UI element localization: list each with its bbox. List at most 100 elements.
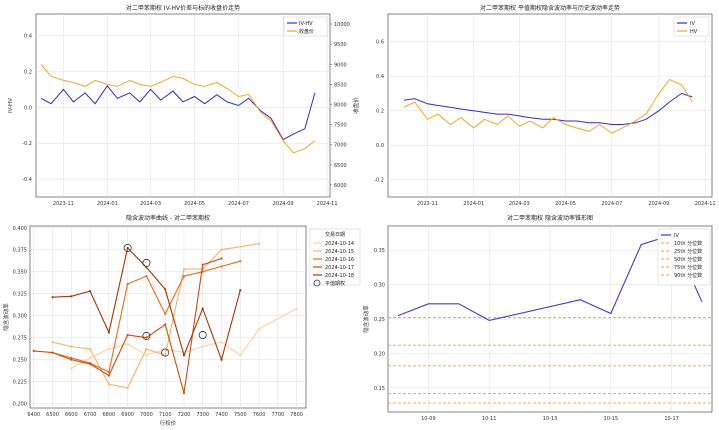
legend-box — [309, 228, 361, 286]
x-tick-label: 2024-11 — [695, 201, 716, 207]
legend-label: 50th 分位数 — [674, 256, 702, 263]
chart-panel-iv-smile: 6400 6500 6600 6700 6800 6900 7000 7100 7200 7300… — [2, 214, 307, 427]
data-point — [88, 356, 92, 359]
y-tick-label: 0.20 — [374, 351, 385, 357]
x-tick-label: 10-13 — [543, 416, 558, 422]
legend-label: 2024-10-17 — [325, 265, 354, 271]
x-tick-label: 2024-03 — [140, 201, 161, 207]
y-tick-label: 0.325 — [13, 292, 27, 298]
x-tick-label: 7500 — [234, 412, 247, 418]
x-tick-label: 6500 — [46, 412, 59, 418]
series-line-iv — [403, 92, 693, 125]
y2-tick-label: 8000 — [334, 102, 347, 108]
plot-area — [35, 13, 331, 198]
chart-panel-iv-hv-spread: 2023-11 2024-01 2024-03 2024-05 2024-07 2024-… — [8, 4, 360, 207]
y-tick-label: 0.4 — [24, 34, 32, 40]
x-tick-label: 10-11 — [482, 416, 497, 422]
data-point — [107, 347, 110, 351]
x-tick-label: 2024-07 — [601, 201, 622, 207]
data-point — [239, 289, 242, 292]
legend-label: 2024-10-14 — [325, 241, 354, 247]
x-tick-label: 6400 — [27, 412, 40, 418]
data-point — [182, 267, 186, 271]
x-tick-label: 2024-07 — [228, 201, 249, 207]
legend-title: 交易日期 — [325, 231, 345, 238]
y-axis-label: 隐含波动率 — [2, 303, 10, 331]
data-point — [201, 345, 204, 348]
legend: IV HV — [673, 16, 710, 37]
y-tick-label: 0.225 — [13, 380, 27, 386]
series-line — [71, 308, 297, 369]
y2-tick-label: 7500 — [334, 123, 347, 129]
y-tick-label: 0.4 — [376, 74, 384, 80]
data-point — [220, 257, 223, 260]
y2-axis-label: 收盘价 — [352, 97, 360, 114]
x-tick-label: 2023-11 — [53, 201, 74, 207]
legend-label: 10th 分位数 — [674, 240, 702, 247]
data-point — [220, 265, 223, 268]
data-point — [126, 333, 129, 337]
y-tick-label: 0.300 — [13, 314, 27, 320]
data-point — [201, 307, 204, 310]
y-tick-label: 0.2 — [376, 109, 384, 115]
data-point — [164, 288, 167, 291]
legend-label: 平值期权 — [325, 280, 345, 287]
series-line-hv — [403, 78, 693, 134]
chart-panel-iv-hv: 2023-11 2024-01 2024-03 2024-05 2024-07 2024-… — [374, 4, 715, 207]
y-tick-label: 0.250 — [13, 358, 27, 364]
legend-label: IV-HV — [299, 21, 313, 27]
chart-title: 对二甲苯期权 平值期权隐含波动率与历史波动率走势 — [480, 4, 620, 12]
data-point — [164, 312, 167, 316]
data-point — [239, 260, 242, 263]
data-point — [126, 342, 129, 345]
y2-tick-label: 8500 — [334, 82, 347, 88]
x-tick-label: 2024-05 — [555, 201, 576, 207]
data-point — [257, 327, 261, 330]
x-tick-label: 7700 — [271, 412, 284, 418]
atm-marker — [142, 258, 151, 267]
y-tick-label: 0.200 — [13, 402, 27, 408]
x-tick-label: 10-15 — [604, 416, 619, 422]
x-tick-label: 2023-11 — [417, 201, 438, 207]
data-point — [88, 347, 92, 351]
x-tick-label: 2024-11 — [317, 201, 338, 207]
x-tick-label: 6900 — [121, 412, 134, 418]
data-point — [182, 391, 186, 395]
legend-label: IV — [674, 233, 679, 239]
legend-box — [657, 228, 711, 286]
data-point — [70, 345, 73, 348]
y-tick-label: 0.25 — [374, 317, 385, 323]
x-tick-label: 7400 — [215, 412, 228, 418]
y2-tick-label: 6500 — [334, 163, 347, 169]
data-point — [220, 340, 223, 344]
atm-marker — [142, 331, 151, 340]
data-point — [295, 307, 298, 310]
data-point — [88, 362, 92, 366]
data-point — [70, 356, 73, 359]
data-point — [88, 289, 92, 293]
legend-label: 收盘价 — [299, 28, 314, 35]
x-tick-label: 6700 — [84, 412, 97, 418]
legend-label: 25th 分位数 — [674, 248, 702, 255]
x-tick-label: 7300 — [196, 412, 209, 418]
y-tick-label: 0.0 — [376, 143, 384, 149]
atm-marker — [123, 243, 132, 252]
chart-title: 隐含波动率曲线 - 对二甲苯期权 — [126, 214, 210, 222]
x-axis-label: 行权价 — [160, 419, 177, 427]
x-tick-label: 7200 — [178, 412, 191, 418]
y-tick-label: 0.2 — [24, 69, 32, 75]
y-tick-label: 0.6 — [376, 40, 384, 46]
y-tick-label: 0.35 — [374, 248, 385, 254]
atm-marker — [198, 331, 207, 340]
legend-label: 90th 分位数 — [674, 272, 702, 279]
data-point — [164, 323, 167, 326]
data-point — [145, 347, 148, 351]
data-point — [51, 351, 54, 354]
data-point — [107, 383, 110, 386]
data-point — [70, 367, 73, 370]
data-point — [51, 296, 54, 299]
y2-tick-label: 9000 — [334, 62, 347, 68]
y-tick-label: -0.2 — [374, 178, 384, 184]
